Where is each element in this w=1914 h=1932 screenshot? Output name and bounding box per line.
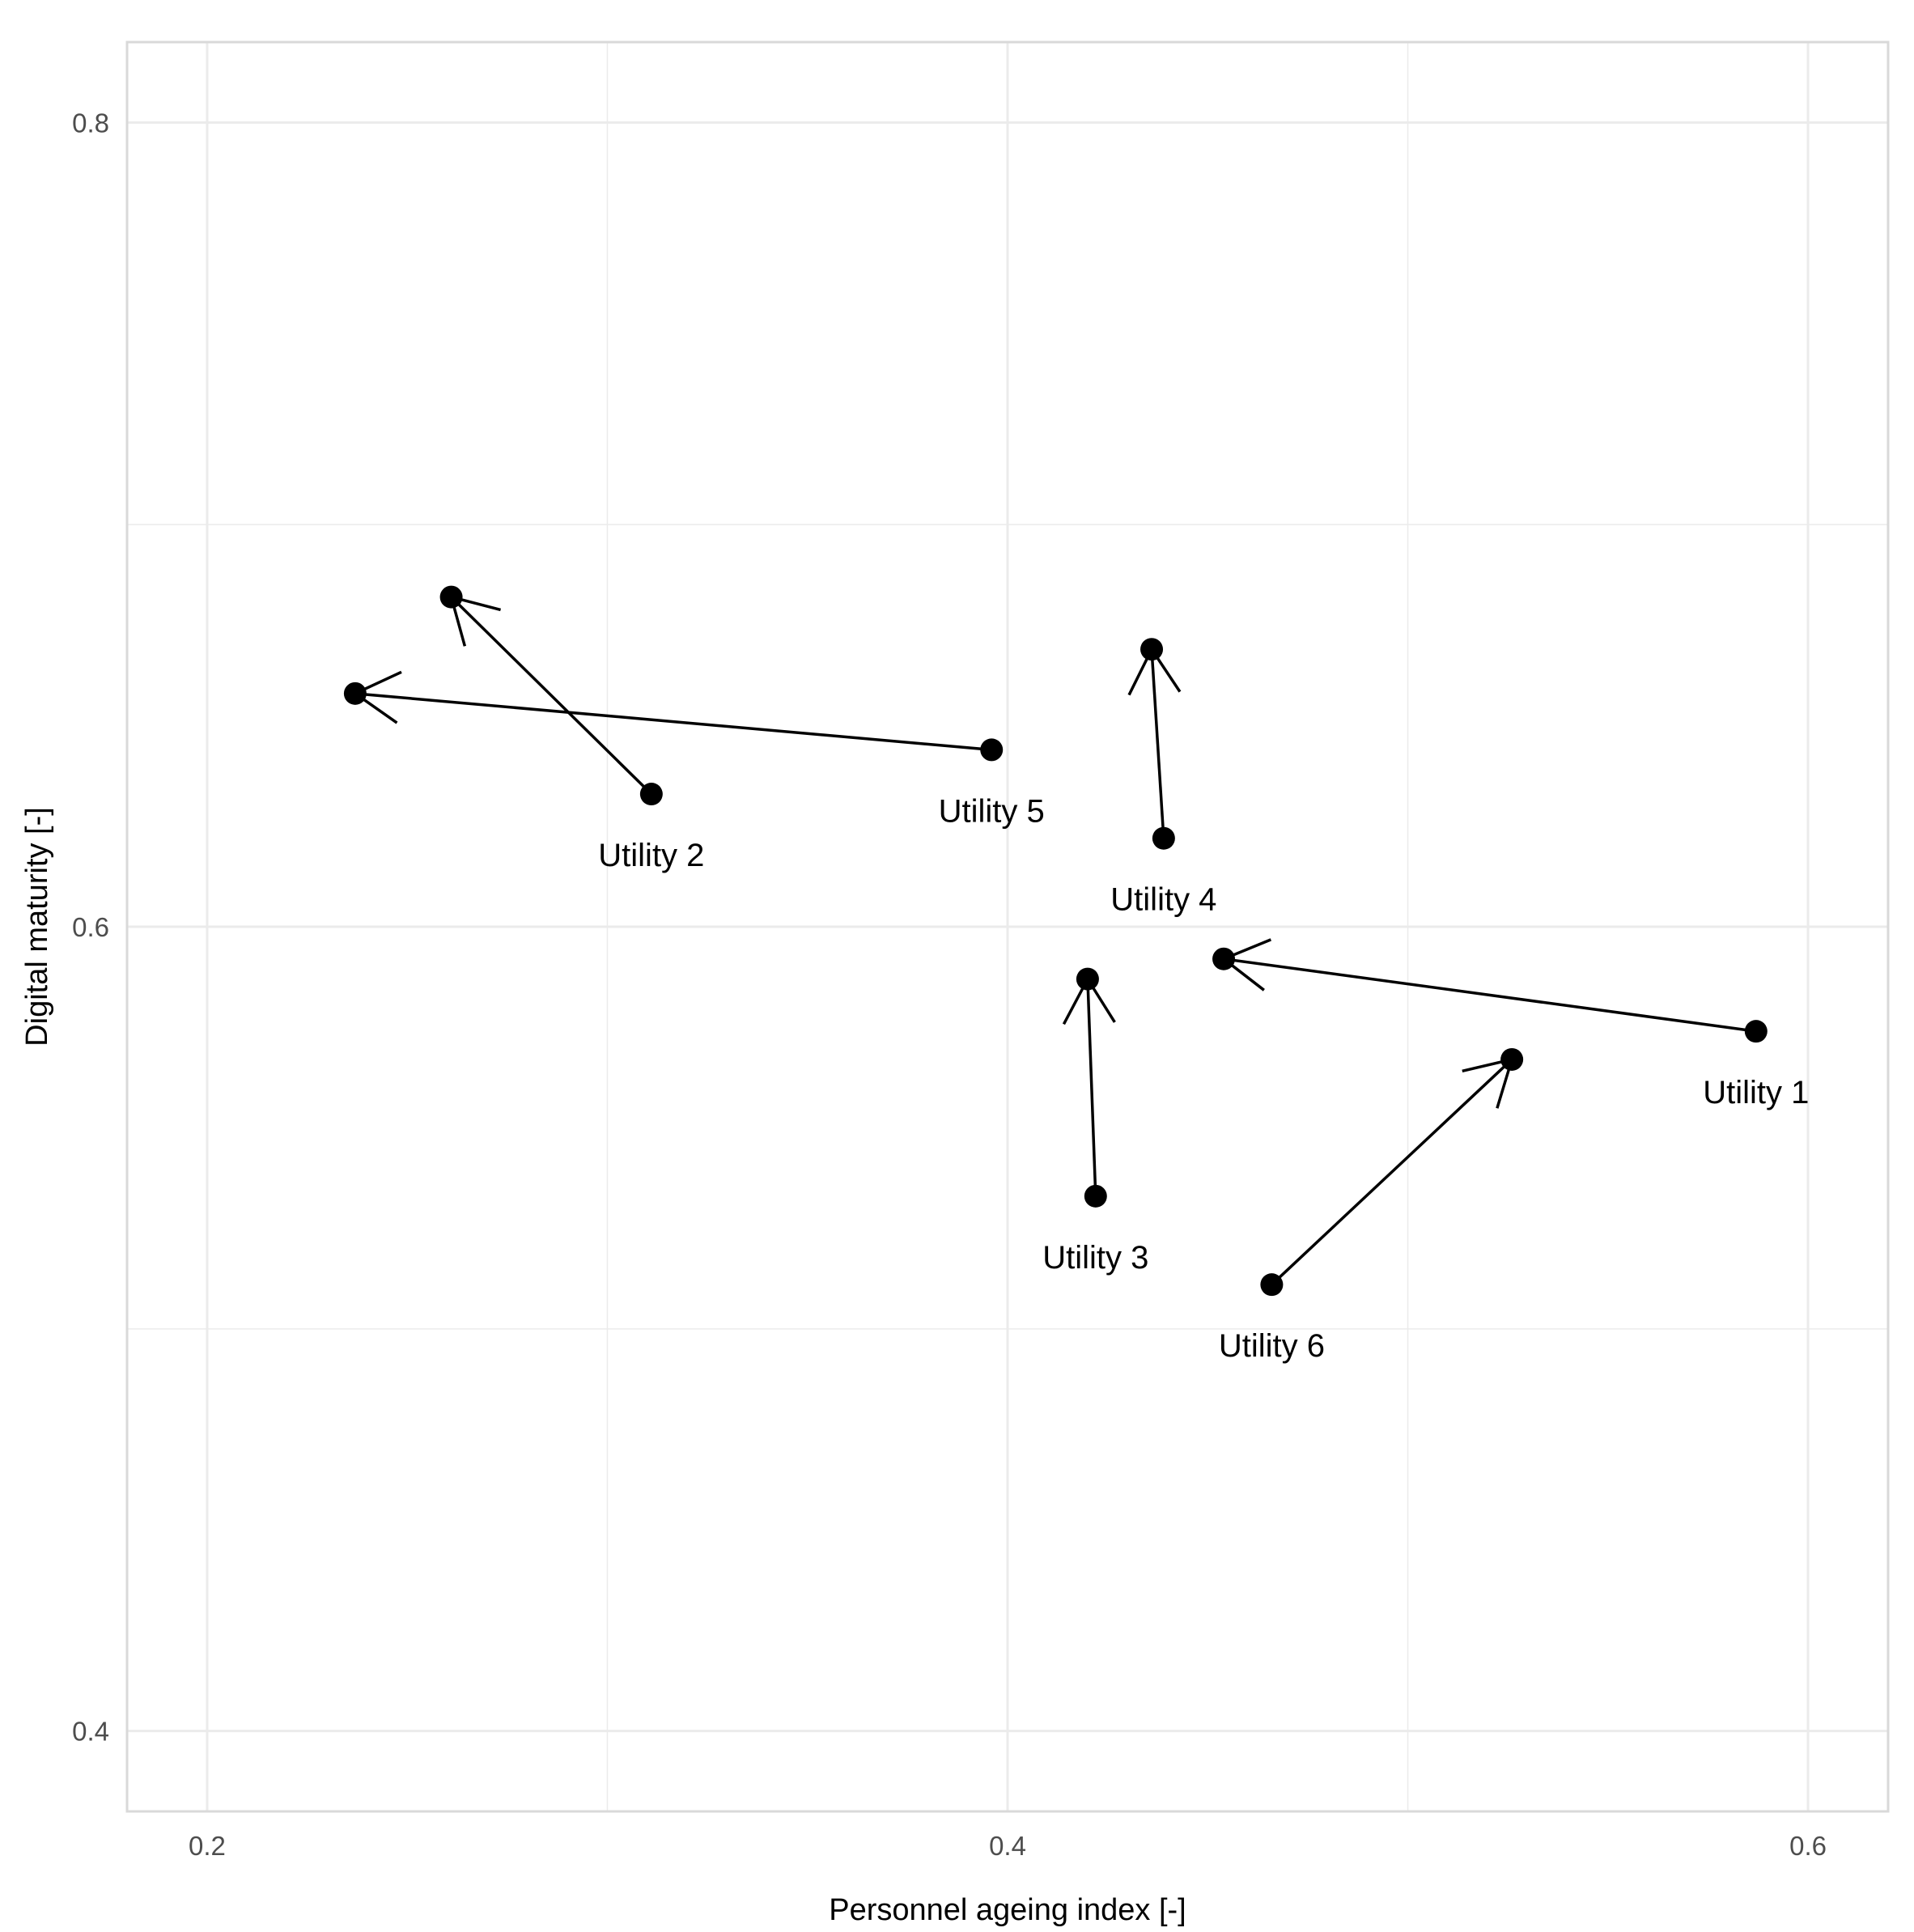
- utility-1-label: Utility 1: [1703, 1075, 1809, 1110]
- utility-4-start-point: [1152, 826, 1175, 850]
- x-tick-label: 0.6: [1789, 1831, 1827, 1861]
- y-tick-label: 0.4: [72, 1717, 109, 1747]
- y-tick-label: 0.8: [72, 108, 109, 138]
- utility-5-start-point: [980, 738, 1004, 762]
- x-axis-title: Personnel ageing index [-]: [829, 1893, 1186, 1927]
- utility-2-start-point: [639, 783, 663, 806]
- points: [343, 585, 1768, 1297]
- utility-6-arrow-line: [1271, 1058, 1513, 1286]
- utility-1-start-point: [1744, 1020, 1768, 1043]
- x-tick-label: 0.4: [989, 1831, 1026, 1861]
- utility-6-start-point: [1260, 1273, 1284, 1297]
- point-labels: Utility 1 Utility 2 Utility 3 Utility 4 Util…: [598, 793, 1809, 1364]
- utility-3-end-point: [1076, 967, 1099, 991]
- utility-1-end-point: [1212, 947, 1236, 970]
- x-tick-label: 0.2: [189, 1831, 226, 1861]
- utility-5-label: Utility 5: [939, 793, 1045, 829]
- utility-3-start-point: [1084, 1184, 1107, 1208]
- utility-3-label: Utility 3: [1042, 1240, 1148, 1276]
- utility-2-arrow-line: [450, 596, 653, 796]
- utility-5-end-point: [343, 682, 367, 705]
- utility-4-end-point: [1140, 638, 1164, 661]
- y-axis-title: Digital maturity [-]: [20, 807, 54, 1047]
- utility-2-end-point: [439, 585, 463, 609]
- utility-1-arrow-line: [1223, 958, 1757, 1033]
- utility-5-arrow-line: [354, 692, 992, 752]
- utility-4-arrow-line: [1150, 649, 1165, 839]
- utility-4-label: Utility 4: [1110, 882, 1216, 918]
- panel-border: [125, 40, 1890, 1813]
- utility-3-arrow-line: [1086, 979, 1097, 1196]
- y-tick-label: 0.6: [72, 912, 109, 942]
- utility-6-end-point: [1500, 1047, 1524, 1071]
- utility-2-label: Utility 2: [598, 838, 704, 873]
- grid-lines: [127, 42, 1888, 1811]
- utility-6-label: Utility 6: [1219, 1328, 1325, 1364]
- tick-labels: 0.2 0.4 0.6 0.4 0.6 0.8: [72, 108, 1827, 1861]
